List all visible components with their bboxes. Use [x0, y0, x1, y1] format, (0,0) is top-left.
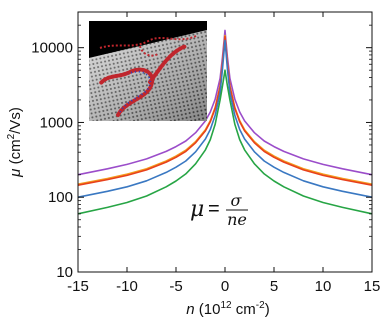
- x-axis-unit-exp: -2: [256, 300, 265, 311]
- inset-graphene-image: [89, 21, 207, 121]
- x-tick-label: -5: [169, 278, 182, 295]
- x-tick-label: 15: [364, 278, 381, 295]
- series-line-5: [77, 69, 373, 215]
- x-axis-unit-open: (10: [195, 301, 221, 318]
- x-tick-label: -15: [67, 278, 89, 295]
- y-tick-label: 100: [48, 189, 73, 206]
- series-layer: [77, 29, 373, 215]
- y-tick-label: 1000: [40, 114, 73, 131]
- series-line-4: [77, 39, 373, 198]
- formula-denominator: ne: [227, 210, 247, 229]
- x-axis-label: n (1012 cm-2): [186, 300, 269, 318]
- y-axis-label: μ (cm2/Vs): [6, 107, 24, 178]
- x-axis-var: n: [186, 301, 194, 318]
- y-tick-label: 10000: [31, 40, 73, 57]
- x-tick-label: 0: [221, 278, 229, 295]
- impurity-cluster-top: [99, 35, 197, 57]
- formula-numerator: σ: [231, 191, 243, 210]
- x-tick-label: -10: [116, 278, 138, 295]
- y-axis-exp: 2: [6, 133, 17, 139]
- x-axis-close: ): [265, 301, 270, 318]
- axes-layer: -15 -10 -5 0 5 10 15 10 100 1000 10000: [31, 11, 381, 295]
- y-axis-unit-open: (cm: [7, 139, 24, 168]
- formula-lhs: μ: [190, 197, 204, 222]
- y-axis-var: μ: [7, 169, 24, 178]
- series-line-2: [77, 34, 373, 185]
- x-tick-label: 5: [270, 278, 278, 295]
- series-line-1: [77, 29, 373, 176]
- x-tick-label: 10: [315, 278, 332, 295]
- formula-annotation: μ = σ ne: [190, 191, 248, 229]
- formula-equals: =: [208, 198, 220, 220]
- series-line-3: [77, 35, 373, 186]
- impurity-cluster-path: [98, 44, 188, 117]
- x-axis-exp: 12: [221, 300, 233, 311]
- y-axis-close: /Vs): [7, 107, 24, 134]
- y-tick-label: 10: [56, 264, 73, 281]
- x-axis-unit: cm: [232, 301, 256, 318]
